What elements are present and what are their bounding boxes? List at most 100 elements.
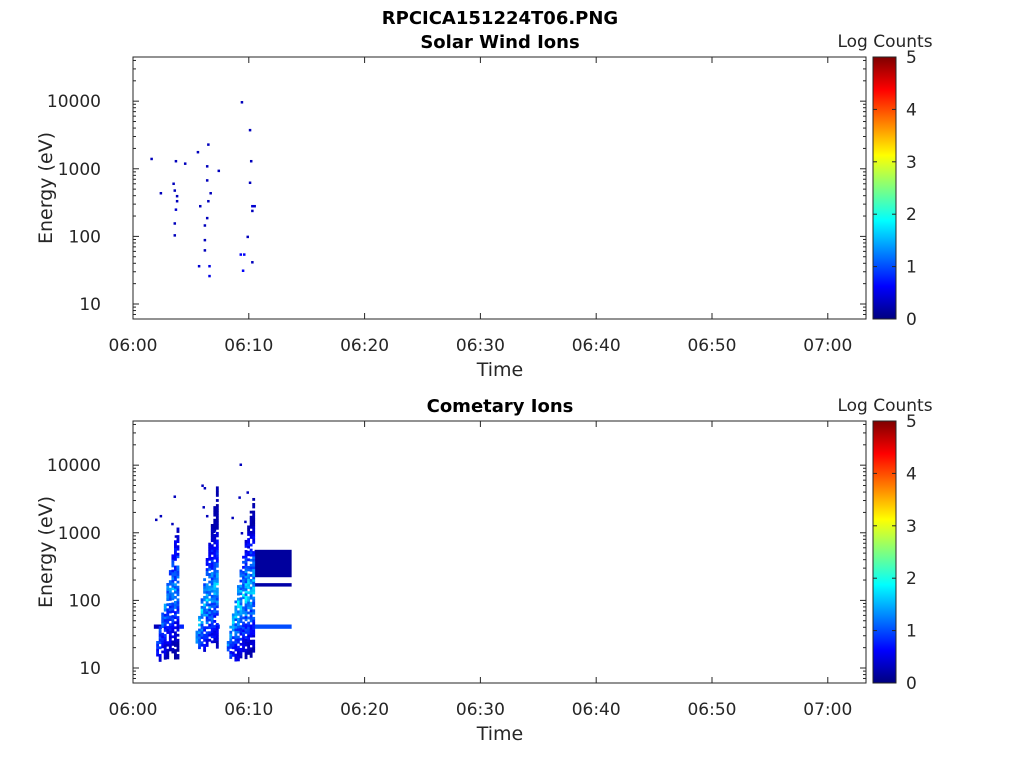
- spectrogram-cell: [163, 623, 167, 627]
- spectrogram-cell: [229, 633, 233, 637]
- spectrogram-cell: [195, 635, 199, 639]
- x-axis-cometary: 06:00 06:10 06:20 06:30 06:40 06:50 07:00: [109, 421, 852, 720]
- spectrogram-cell: [242, 555, 245, 559]
- spectrogram-cell: [173, 570, 177, 574]
- spectrogram-cell: [252, 578, 256, 582]
- spectrogram-cell: [242, 616, 245, 620]
- spectrogram-cell: [210, 604, 214, 608]
- spectrogram-cell: [210, 531, 214, 535]
- spectrogram-cell: [247, 611, 251, 615]
- spectrogram-cell: [176, 633, 180, 637]
- spectrogram-cell: [173, 606, 177, 609]
- spectrogram-cell: [252, 632, 256, 635]
- spectrogram-cell: [210, 534, 214, 537]
- spectrogram-cell: [252, 540, 256, 544]
- spectrogram-cell: [226, 646, 230, 649]
- spectrogram-cell: [171, 587, 175, 591]
- spectrogram-cell: [163, 641, 167, 645]
- spectrogram-cell: [163, 654, 167, 658]
- spectrogram-cell: [171, 597, 175, 601]
- spectrogram-cell: [208, 568, 212, 571]
- x-tick-label: 07:00: [803, 700, 852, 720]
- spectrogram-cell: [213, 533, 217, 537]
- spectrogram-cell: [215, 549, 219, 553]
- spectrogram-cell: [200, 616, 204, 619]
- spectrogram-cell: [205, 593, 209, 597]
- spectrogram-cell: [213, 526, 217, 530]
- spectrogram-cell: [171, 564, 175, 568]
- spectrogram-cell: [176, 600, 180, 604]
- spectrogram-cell: [215, 625, 219, 629]
- spectrogram-cell: [168, 602, 172, 606]
- spectrogram-cell: [208, 608, 212, 612]
- spectrogram-cell: [168, 635, 172, 639]
- spectrogram-cell: [252, 538, 256, 542]
- block-1: [254, 583, 292, 587]
- spectrogram-cell: [242, 649, 245, 653]
- spectrogram-cell: [247, 652, 251, 655]
- spectrogram-cell: [171, 579, 175, 583]
- spectrogram-cell: [231, 646, 235, 650]
- spectrogram-cell: [249, 520, 253, 524]
- spectrogram-cell: [150, 157, 153, 161]
- spectrogram-cell: [239, 572, 243, 575]
- spectrogram-cell: [210, 572, 214, 575]
- spectrogram-cell: [161, 612, 165, 616]
- spectrogram-cell: [247, 540, 251, 544]
- spectrogram-cell: [215, 605, 219, 609]
- spectrogram-cell: [166, 628, 170, 632]
- spectrogram-cell: [158, 656, 162, 660]
- spectrogram-cell: [244, 613, 248, 617]
- spectrogram-cell: [239, 620, 243, 623]
- spectrogram-cell: [229, 656, 233, 659]
- spectrogram-cell: [200, 636, 204, 640]
- spectrogram-cell: [173, 649, 177, 652]
- spectrogram-cell: [163, 618, 167, 622]
- spectrogram-cell: [163, 634, 167, 637]
- spectrogram-cell: [208, 638, 212, 642]
- spectrogram-cell: [239, 632, 243, 636]
- spectrogram-cell: [244, 618, 248, 622]
- spectrogram-cell: [208, 613, 212, 617]
- spectrogram-cell: [215, 602, 219, 606]
- spectrogram-cell: [249, 563, 253, 567]
- spectrogram-cell: [210, 574, 214, 578]
- spectrogram-cell: [173, 222, 177, 225]
- spectrogram-cell: [240, 101, 244, 104]
- spectrogram-cell: [215, 552, 219, 556]
- spectrogram-cell: [173, 633, 177, 637]
- spectrogram-cell: [215, 590, 219, 593]
- spectrogram-cell: [252, 510, 256, 514]
- spectrogram-cell: [166, 583, 170, 586]
- spectrogram-cell: [247, 634, 251, 638]
- spectrogram-cell: [242, 560, 245, 564]
- x-tick-label: 06:30: [456, 336, 505, 356]
- spectrogram-cell: [208, 573, 212, 576]
- spectrogram-cell: [244, 625, 248, 629]
- spectrogram-cell: [215, 595, 219, 599]
- spectrogram-cell: [171, 559, 175, 563]
- spectrogram-cell: [242, 593, 245, 597]
- spectrogram-cell: [158, 636, 162, 640]
- y-axis-cometary: 10 100 1000 10000: [47, 423, 866, 684]
- spectrogram-cell: [205, 613, 209, 617]
- spectrogram-cell: [205, 626, 209, 630]
- spectrogram-cell: [208, 552, 212, 556]
- spectrogram-cell: [252, 530, 256, 534]
- spectrogram-cell: [249, 523, 253, 527]
- spectrogram-cell: [247, 583, 251, 587]
- spectrogram-cell: [200, 621, 204, 624]
- spectrogram-cell: [176, 605, 180, 609]
- x-tick-label: 06:20: [340, 700, 389, 720]
- spectrogram-cell: [234, 646, 238, 649]
- spectrogram-cell: [240, 532, 244, 535]
- spectrogram-cell: [249, 611, 253, 615]
- spectrogram-cell: [242, 624, 245, 627]
- block-0: [254, 549, 292, 578]
- x-tick-label: 06:10: [224, 700, 273, 720]
- spectrogram-cell: [215, 499, 219, 502]
- spectrogram-cell: [249, 510, 253, 514]
- spectrogram-cell: [236, 623, 240, 626]
- spectrogram-cell: [242, 641, 245, 645]
